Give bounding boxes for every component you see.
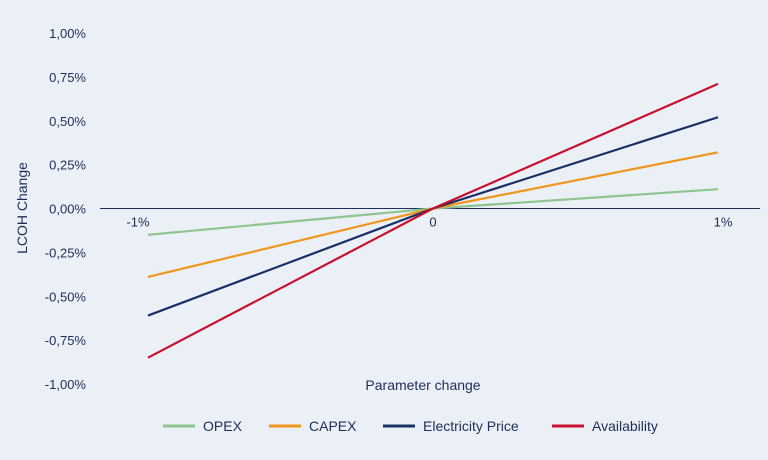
y-tick-label: 0,00% (49, 202, 86, 217)
x-axis-ticks: -1% 0 1% (126, 215, 732, 230)
y-tick-label: -0,25% (45, 245, 87, 260)
y-tick-label: -0,50% (45, 289, 87, 304)
series-lines (147, 82, 719, 359)
legend-label: Electricity Price (423, 418, 519, 434)
legend-label: OPEX (203, 418, 243, 434)
y-tick-label: 1,00% (49, 26, 86, 41)
series-line-availability (147, 82, 719, 359)
y-tick-label: 0,75% (49, 70, 86, 85)
y-tick-label: 0,50% (49, 114, 86, 129)
legend-label: Availability (592, 418, 658, 434)
y-tick-label: -0,75% (45, 333, 87, 348)
x-tick-label: -1% (126, 215, 150, 230)
legend: OPEX CAPEX Electricity Price Availability (163, 418, 658, 434)
y-tick-label: -1,00% (45, 377, 87, 392)
x-tick-label: 0 (429, 215, 436, 230)
y-tick-label: 0,25% (49, 158, 86, 173)
x-axis-title: Parameter change (365, 377, 480, 393)
legend-label: CAPEX (309, 418, 357, 434)
y-axis-title: LCOH Change (14, 162, 30, 254)
y-axis-ticks: 1,00% 0,75% 0,50% 0,25% 0,00% -0,25% -0,50% -0,… (45, 26, 87, 392)
x-tick-label: 1% (714, 215, 733, 230)
